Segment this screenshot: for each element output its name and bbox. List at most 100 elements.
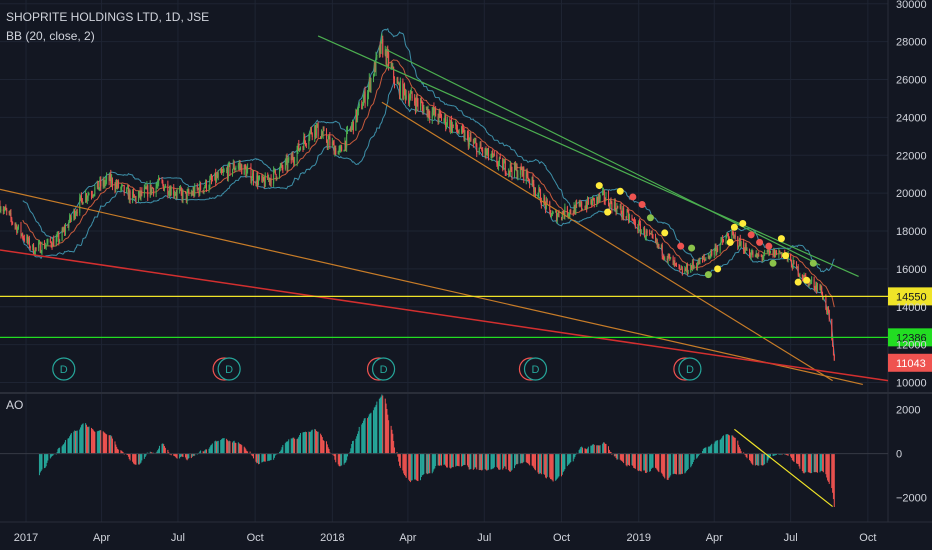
ao-bar: [415, 453, 417, 481]
candle: [59, 239, 61, 242]
ao-bar: [425, 453, 427, 474]
candle: [0, 204, 1, 211]
candle: [23, 237, 25, 239]
candle: [217, 173, 219, 178]
candle: [681, 268, 683, 270]
ao-bar: [227, 441, 229, 454]
ao-bar: [827, 453, 829, 482]
ao-bar: [209, 447, 211, 454]
ao-bar: [796, 453, 798, 464]
candle: [352, 121, 354, 126]
ao-bar: [51, 453, 53, 457]
candle: [599, 194, 601, 199]
time-tick-label: 2018: [320, 532, 344, 544]
ao-bar: [202, 451, 204, 454]
candle: [261, 175, 263, 181]
chart-title[interactable]: SHOPRITE HOLDINGS LTD, 1D, JSE: [6, 10, 210, 24]
candle: [456, 122, 458, 130]
candle: [191, 193, 193, 195]
signal-dot: [704, 271, 712, 279]
ao-bar: [229, 441, 231, 454]
candle: [481, 148, 483, 151]
candle: [16, 225, 18, 233]
ao-bar: [293, 437, 295, 454]
ao-bar: [616, 453, 618, 460]
candle: [44, 246, 46, 249]
candle: [127, 187, 129, 189]
candle: [633, 219, 635, 221]
candle: [205, 180, 207, 190]
ao-bar: [368, 414, 370, 454]
candle: [498, 162, 500, 167]
candle: [80, 195, 82, 198]
candle: [199, 183, 201, 195]
candle: [226, 170, 228, 179]
ao-bar: [258, 453, 260, 465]
ao-bar: [716, 440, 718, 454]
candle: [28, 238, 30, 248]
candle: [568, 214, 570, 216]
indicator-label[interactable]: BB (20, close, 2): [6, 29, 95, 43]
ao-bar: [100, 430, 102, 454]
ao-bar: [621, 453, 623, 462]
ao-bar: [710, 444, 712, 454]
candle: [523, 167, 525, 181]
candle: [608, 204, 610, 209]
ao-bar: [263, 453, 265, 462]
candle: [252, 173, 254, 183]
candle: [358, 103, 360, 107]
signal-dot: [794, 278, 802, 286]
candle: [196, 185, 198, 189]
ao-bar: [566, 453, 568, 467]
candle: [6, 209, 8, 212]
candle: [26, 236, 28, 241]
ao-label[interactable]: AO: [6, 398, 24, 412]
candle: [378, 46, 380, 56]
candle: [356, 109, 358, 121]
ao-bar: [121, 450, 123, 454]
candle: [351, 125, 353, 130]
ao-bar: [85, 423, 87, 454]
candle: [409, 93, 411, 99]
ao-bar: [222, 438, 224, 454]
candle: [691, 261, 693, 269]
ao-bar: [158, 445, 160, 454]
candle: [619, 206, 621, 208]
candle: [670, 257, 672, 259]
ao-bar: [508, 453, 510, 471]
ao-bar: [819, 453, 821, 473]
candle: [575, 203, 577, 215]
candle: [70, 215, 72, 220]
candle: [660, 245, 662, 248]
signal-dot: [714, 265, 722, 273]
ao-bar: [639, 453, 641, 471]
ao-bar: [602, 443, 604, 454]
candle: [521, 170, 523, 175]
candle: [703, 257, 705, 259]
candle: [376, 55, 378, 57]
ao-bar: [521, 453, 523, 464]
candle: [309, 131, 311, 139]
ao-bar: [462, 453, 464, 466]
candle: [749, 249, 751, 256]
ao-bar: [419, 453, 421, 481]
ao-bar: [437, 453, 439, 466]
ao-bar: [815, 453, 817, 473]
ao-bar: [534, 453, 536, 470]
candle: [696, 264, 698, 269]
candle: [632, 219, 634, 221]
ao-bar: [305, 432, 307, 454]
ao-bar: [733, 436, 735, 454]
ao-bar: [311, 429, 313, 454]
candle: [132, 191, 134, 201]
candle: [626, 210, 628, 218]
candle: [126, 187, 128, 193]
candle: [725, 237, 727, 242]
ao-bar: [362, 423, 364, 454]
signal-dot: [777, 235, 785, 243]
candle: [438, 111, 440, 121]
candle: [434, 108, 436, 114]
candle: [393, 78, 395, 84]
candle: [655, 239, 657, 242]
